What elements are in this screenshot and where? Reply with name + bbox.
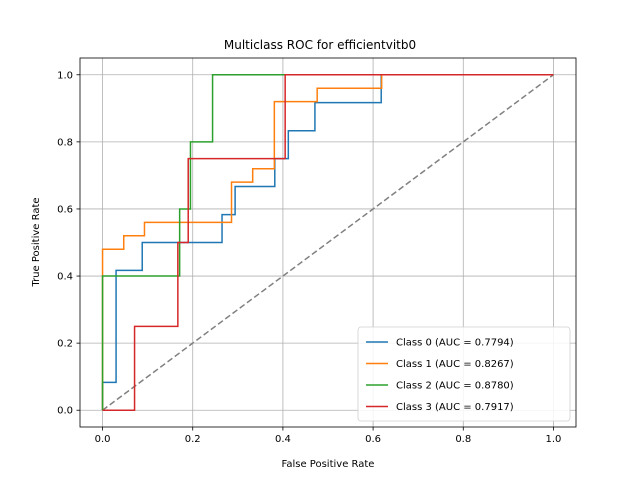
series-line-class-0 [101, 74, 554, 411]
y-tick-label: 1.0 [57, 70, 73, 81]
legend-label: Class 3 (AUC = 0.7917) [396, 402, 514, 413]
x-tick-label: 1.0 [546, 434, 562, 445]
x-tick-label: 0.0 [95, 434, 111, 445]
legend-box [357, 326, 571, 422]
series-line-class-3 [102, 74, 554, 411]
x-axis-label: False Positive Rate [282, 459, 375, 470]
reference-diagonal-line [102, 74, 554, 411]
chart-title: Multiclass ROC for efficientvitb0 [224, 38, 416, 52]
x-tick-label: 0.6 [365, 434, 381, 445]
legend-label: Class 0 (AUC = 0.7794) [396, 338, 514, 349]
y-tick-label: 0.0 [57, 406, 73, 417]
x-tick-label: 0.2 [185, 434, 201, 445]
series-line-class-2 [101, 74, 554, 411]
plot-frame [79, 57, 577, 428]
legend: Class 0 (AUC = 0.7794) Class 1 (AUC = 0.8… [357, 326, 571, 422]
y-axis-label: True Positive Rate [31, 197, 42, 287]
y-tick-label: 0.6 [57, 204, 73, 215]
legend-label: Class 2 (AUC = 0.8780) [396, 381, 514, 392]
x-tick-label: 0.8 [455, 434, 471, 445]
reference-line-group [102, 74, 554, 411]
legend-label: Class 1 (AUC = 0.8267) [396, 359, 514, 370]
y-tick-label: 0.2 [57, 339, 73, 350]
y-tick-label: 0.8 [57, 137, 73, 148]
series-group [101, 74, 554, 411]
series-line-class-1 [101, 74, 554, 411]
y-axis-ticks: 0.0 0.2 0.4 0.6 0.8 1.0 [57, 70, 80, 417]
x-axis-ticks: 0.0 0.2 0.4 0.6 0.8 1.0 [95, 427, 562, 445]
x-tick-label: 0.4 [275, 434, 291, 445]
y-tick-label: 0.4 [57, 272, 73, 283]
